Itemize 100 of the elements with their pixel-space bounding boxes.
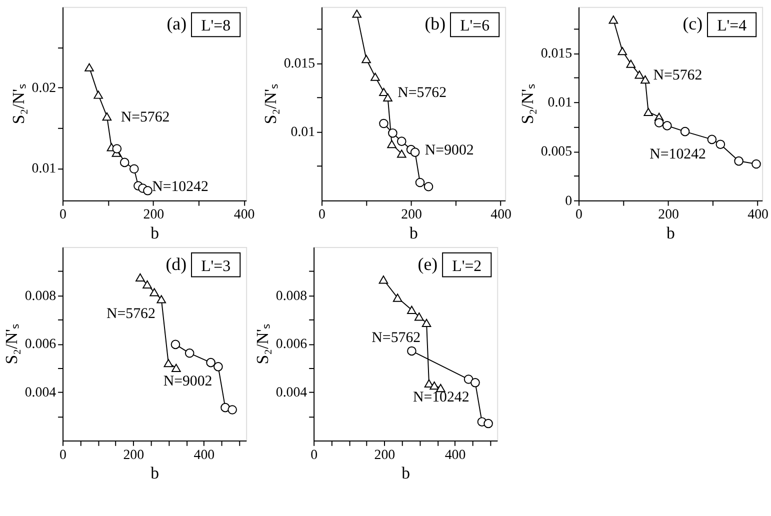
- chart-title: (d): [166, 254, 187, 274]
- point: [172, 364, 181, 372]
- x-tick-label: 0: [318, 208, 326, 223]
- point: [120, 158, 130, 168]
- x-tick-label: 200: [123, 448, 144, 463]
- x-tick-label: 400: [234, 208, 255, 223]
- point: [662, 121, 672, 130]
- point: [618, 46, 628, 56]
- point: [129, 164, 139, 174]
- point: [379, 88, 388, 96]
- point: [388, 128, 398, 138]
- point: [407, 306, 416, 314]
- point: [680, 126, 690, 136]
- point: [415, 178, 425, 188]
- series-label: N=9002: [424, 142, 474, 159]
- point: [143, 186, 152, 196]
- y-axis-title: S₂/N'ₛ: [252, 324, 272, 364]
- series-label: N=10242: [412, 390, 470, 406]
- point: [396, 136, 406, 146]
- y-tick-label: 0.006: [24, 337, 56, 352]
- x-tick-label: 200: [374, 448, 396, 463]
- y-tick-label: 0.006: [276, 337, 308, 352]
- x-axis-title: b: [410, 224, 418, 243]
- point: [716, 140, 726, 149]
- y-axis-title: S₂/N'ₛ: [8, 84, 28, 124]
- point: [214, 362, 223, 372]
- text: L'=4: [717, 18, 747, 35]
- point: [362, 54, 371, 64]
- point: [422, 318, 432, 328]
- series-label: N=5762: [106, 306, 156, 322]
- x-tick-label: 0: [60, 208, 67, 223]
- point: [608, 16, 618, 24]
- point: [392, 294, 402, 302]
- point: [410, 148, 420, 157]
- point: [634, 70, 644, 79]
- point: [136, 273, 145, 282]
- series-label: N=5762: [653, 68, 702, 84]
- y-tick-label: 0.004: [276, 386, 308, 401]
- point: [378, 276, 388, 284]
- x-axis-title: b: [150, 224, 160, 243]
- point: [407, 346, 416, 356]
- series-label: N=10242: [650, 146, 706, 162]
- point: [424, 182, 434, 192]
- x-tick-label: 0: [576, 208, 583, 223]
- point: [150, 288, 159, 296]
- point: [396, 150, 406, 158]
- text: L'=8: [201, 18, 231, 35]
- point: [206, 358, 216, 368]
- series-label: N=5762: [398, 84, 447, 101]
- y-tick-label: 0.01: [548, 96, 572, 111]
- x-tick-label: 400: [444, 448, 466, 463]
- point: [707, 134, 717, 144]
- text: L'=6: [460, 18, 490, 35]
- x-tick-label: 400: [194, 448, 215, 463]
- x-axis-title: b: [150, 464, 160, 483]
- y-tick-label: 0.008: [276, 288, 308, 304]
- point: [84, 63, 94, 72]
- x-tick-label: 400: [748, 208, 769, 223]
- point: [484, 418, 493, 428]
- chart-title: (c): [682, 14, 703, 34]
- y-axis-title: S₂/N'ₛ: [260, 84, 280, 124]
- y-tick-label: 0.015: [540, 46, 572, 62]
- y-tick-label: 0: [565, 194, 572, 209]
- x-tick-label: 200: [401, 208, 422, 223]
- series-label: N=5762: [120, 109, 170, 126]
- point: [352, 10, 362, 18]
- series-label: N=5762: [372, 330, 421, 346]
- point: [654, 118, 664, 128]
- chart-title: (b): [424, 14, 446, 34]
- y-tick-label: 0.015: [284, 56, 316, 72]
- point: [94, 90, 103, 99]
- point: [734, 156, 744, 166]
- point: [644, 108, 653, 116]
- point: [228, 405, 237, 414]
- point: [383, 93, 392, 102]
- point: [430, 381, 439, 390]
- point: [464, 374, 474, 384]
- chart-title: (e): [418, 254, 438, 274]
- point: [379, 118, 388, 128]
- series-label: N=10242: [152, 178, 208, 195]
- point: [184, 348, 194, 358]
- point: [470, 378, 480, 388]
- y-tick-label: 0.004: [24, 386, 56, 401]
- point: [387, 140, 396, 148]
- x-tick-label: 400: [490, 208, 512, 223]
- point: [102, 112, 112, 121]
- point: [170, 340, 180, 350]
- point: [142, 280, 152, 289]
- point: [424, 379, 434, 388]
- x-tick-label: 0: [60, 448, 67, 463]
- point: [752, 159, 761, 169]
- y-tick-label: 0.008: [24, 288, 56, 304]
- point: [112, 144, 122, 154]
- point: [640, 75, 650, 84]
- x-axis-title: b: [402, 464, 410, 483]
- y-axis-title: S₂/N'ₛ: [2, 324, 21, 364]
- point: [164, 358, 174, 368]
- y-axis-title: S₂/N'ₛ: [518, 84, 537, 124]
- x-tick-label: 200: [143, 208, 164, 223]
- point: [156, 295, 166, 304]
